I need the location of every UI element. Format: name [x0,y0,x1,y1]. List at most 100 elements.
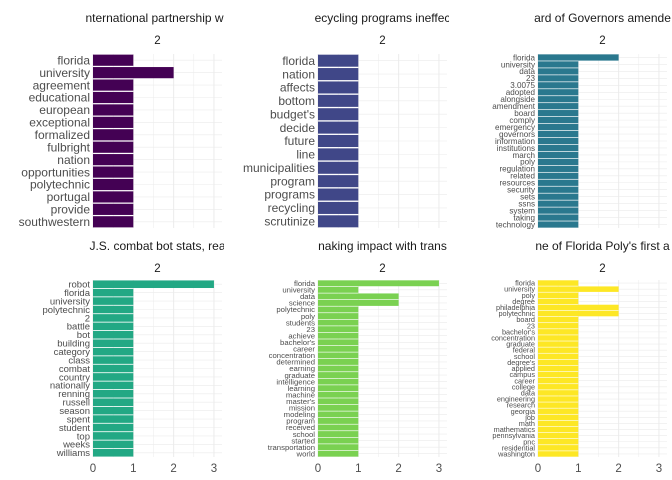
bar [538,280,579,286]
bar [318,293,399,300]
category-label: student [59,423,91,434]
bar [93,104,134,116]
bar [93,91,134,104]
category-label: future [284,134,315,148]
bar [538,96,579,103]
bar [538,408,579,414]
bar [93,116,134,128]
x-tick-label: 1 [130,463,136,475]
bar [538,420,579,427]
bar [318,326,359,333]
bar [538,353,579,360]
bar [538,371,579,378]
category-label: resources [499,179,535,188]
bar [538,396,579,402]
bar [318,201,359,214]
category-label: class [68,355,90,366]
category-label: university [50,296,90,307]
bar [93,423,134,432]
bar [538,445,579,451]
bar [538,68,579,75]
category-label: achieve [288,331,315,340]
bar [538,432,579,439]
category-label: world [296,449,315,458]
category-label: degree [512,297,535,306]
category-label: board [516,315,535,324]
category-label: battle [67,322,90,333]
bar [538,341,579,347]
x-tick-label: 0 [315,463,321,475]
x-tick-label: 2 [170,463,176,475]
panel-subtitle: 2 [599,35,605,47]
bar [93,339,134,348]
category-label: school [514,352,535,361]
category-label: concentration [269,351,315,360]
category-label: system [509,206,535,215]
bar [318,424,359,431]
bar [93,141,134,153]
category-label: florida [282,54,315,68]
bar [318,121,359,134]
bar [318,94,359,107]
category-label: campus [509,370,535,379]
x-tick-label: 3 [436,463,442,475]
bar [538,103,579,110]
category-label: florida [513,53,536,62]
category-label: data [300,292,316,301]
category-label: intelligence [276,377,315,386]
bar [538,61,579,68]
bar [93,297,134,305]
category-label: degree's [507,358,535,367]
category-label: educational [29,91,90,105]
category-label: polytechnic [42,305,90,316]
category-label: math [519,419,535,428]
category-label: florida [515,279,536,288]
bar [538,82,579,89]
category-label: florida [57,53,90,67]
bar [318,345,359,352]
category-label: 2 [85,313,90,324]
bar [93,448,134,457]
bar [93,154,134,166]
bar [93,314,134,322]
category-label: pnc [523,437,535,446]
category-label: exceptional [29,116,90,130]
category-label: polytechnic [276,305,315,314]
category-label: career [514,376,535,385]
category-label: formalized [35,128,90,142]
bar [538,329,579,335]
category-label: job [524,413,535,422]
category-label: european [39,103,90,117]
bar [318,365,359,372]
bar [538,316,579,323]
category-label: russell [63,398,90,409]
bar [93,280,214,289]
bar [318,299,399,306]
category-label: technology [496,220,536,229]
bar [318,398,359,405]
category-label: georgia [511,407,536,416]
category-label: weeks [62,440,90,451]
bar [93,432,134,440]
category-label: graduate [285,371,315,380]
category-label: university [504,285,535,294]
category-label: season [59,406,90,417]
bar [538,414,579,421]
bar [538,298,579,305]
category-label: career [293,345,315,354]
panel-subtitle: 2 [379,263,385,275]
category-label: top [77,431,90,442]
category-label: residential [502,443,536,452]
bar [538,214,579,221]
x-tick-label: 0 [535,463,541,475]
category-label: category [54,347,91,358]
category-label: federal [513,346,536,355]
category-label: programs [264,188,315,202]
bar [318,358,359,365]
category-label: alongside [500,95,535,104]
category-label: philadelphia [496,303,536,312]
category-label: scrutinize [264,215,315,229]
category-label: fulbright [47,140,90,154]
category-label: concentration [491,334,535,343]
category-label: science [289,299,315,308]
